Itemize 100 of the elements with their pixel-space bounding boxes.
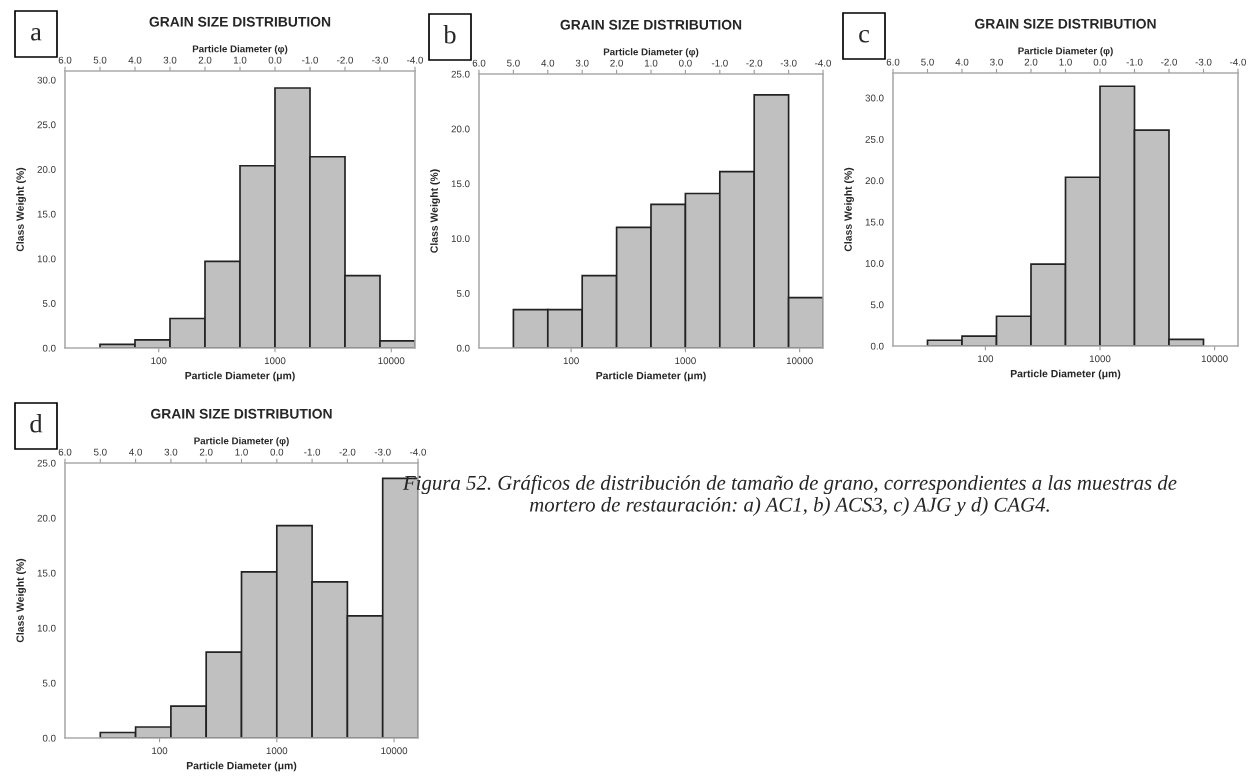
x2-tick-label: -2.0 — [337, 56, 353, 64]
x2-tick-label: 0.0 — [679, 59, 692, 67]
x2-tick-label: -2.0 — [339, 448, 356, 456]
x2-tick-label: 3.0 — [575, 59, 589, 67]
text: a — [31, 27, 42, 41]
x2-tick-label: -1.0 — [304, 448, 321, 456]
chart-title: GRAIN SIZE DISTRIBUTION — [151, 408, 332, 419]
x-axis-title: Particle Diameter (μm) — [1010, 369, 1121, 380]
x2-tick-label: -3.0 — [1195, 58, 1212, 66]
x-tick-label: 1000 — [264, 357, 286, 365]
y-tick-label: 30.0 — [865, 94, 884, 102]
x2-tick-label: 2.0 — [610, 59, 623, 67]
y-tick-label: 20.0 — [865, 177, 884, 185]
x2-tick-label: 2.0 — [198, 56, 212, 64]
y-tick-label: 30.0 — [37, 76, 56, 84]
chart-title: GRAIN SIZE DISTRIBUTION — [975, 18, 1156, 29]
y-axis-title: Class Weight (%) — [16, 167, 26, 252]
x-axis-title: Particle Diameter (μm) — [185, 371, 295, 382]
x2-tick-label: 5.0 — [507, 59, 520, 67]
chart-title: GRAIN SIZE DISTRIBUTION — [560, 19, 742, 30]
x-tick-label: 1000 — [1089, 355, 1111, 363]
y-tick-label: 25.0 — [451, 70, 470, 78]
text: c — [859, 29, 870, 43]
y-tick-label: 15.0 — [37, 210, 56, 218]
x-tick-label: 10000 — [381, 747, 408, 755]
y-tick-label: 0.0 — [42, 734, 56, 742]
x2-tick-label: 0.0 — [268, 56, 282, 64]
x-tick-label: 10000 — [378, 357, 405, 365]
y-tick-label: 15.0 — [451, 180, 470, 188]
x-axis-title: Particle Diameter (μm) — [596, 371, 706, 382]
y-tick-label: 15.0 — [37, 569, 56, 577]
annotation: Figura 52. Gráficos de distribución de tamaño de grano, correspondientes a las muestras de mortero de restauración: a) AC1, b) ACS3, c) AJG y d) CAG4. — [402, 475, 1177, 516]
x2-tick-label: 3.0 — [163, 56, 177, 64]
x2-tick-label: -3.0 — [374, 448, 391, 456]
x2-tick-label: 3.0 — [990, 58, 1003, 66]
x2-tick-label: 5.0 — [93, 448, 107, 456]
y-axis-title: Class Weight (%) — [844, 167, 854, 252]
y-axis-title: Class Weight (%) — [430, 169, 440, 253]
x2-tick-label: 0.0 — [270, 448, 284, 456]
y-tick-label: 25.0 — [37, 459, 56, 467]
x2-tick-label: 6.0 — [472, 59, 486, 67]
x2-tick-label: 6.0 — [58, 56, 72, 64]
y-tick-label: 10.0 — [451, 235, 470, 243]
x2-tick-label: -4.0 — [815, 59, 831, 67]
y-tick-label: 20.0 — [37, 514, 56, 522]
x2-tick-label: 5.0 — [921, 58, 934, 66]
x2-tick-label: 4.0 — [955, 58, 969, 66]
x2-tick-label: -2.0 — [1161, 58, 1177, 66]
x-tick-label: 100 — [978, 355, 994, 363]
x2-axis-title: Particle Diameter (φ) — [1018, 47, 1113, 57]
y-tick-label: 5.0 — [42, 679, 56, 687]
x2-tick-label: 1.0 — [1059, 58, 1072, 66]
x2-tick-label: 0.0 — [1093, 58, 1107, 66]
y-tick-label: 10.0 — [37, 255, 56, 263]
x2-tick-label: -1.0 — [302, 56, 318, 64]
x-tick-label: 1000 — [266, 747, 288, 755]
x2-tick-label: 4.0 — [129, 448, 142, 456]
text: d — [30, 414, 43, 433]
x2-tick-label: 4.0 — [541, 59, 555, 67]
y-axis-title: Class Weight (%) — [16, 558, 26, 643]
y-tick-label: 0.0 — [42, 344, 56, 352]
x2-tick-label: -3.0 — [372, 56, 388, 64]
y-tick-label: 10.0 — [865, 260, 884, 267]
x-tick-label: 10000 — [1201, 355, 1228, 363]
x2-tick-label: -2.0 — [746, 59, 763, 67]
x2-tick-label: 2.0 — [199, 448, 213, 456]
text: b — [443, 25, 456, 44]
x2-axis-title: Particle Diameter (φ) — [192, 45, 288, 55]
x-tick-label: 100 — [152, 747, 168, 755]
x-tick-label: 100 — [563, 357, 579, 365]
x2-tick-label: -3.0 — [780, 59, 797, 67]
x2-tick-label: -4.0 — [407, 56, 423, 64]
x2-tick-label: 4.0 — [128, 56, 142, 64]
y-tick-label: 0.0 — [456, 344, 470, 352]
x-tick-label: 1000 — [675, 357, 696, 365]
y-tick-label: 5.0 — [42, 300, 56, 307]
y-tick-label: 25.0 — [37, 121, 56, 129]
x-tick-label: 10000 — [786, 357, 813, 365]
x2-axis-title: Particle Diameter (φ) — [194, 437, 289, 447]
y-tick-label: 5.0 — [456, 289, 470, 297]
x-axis-title: Particle Diameter (μm) — [186, 761, 297, 772]
x2-tick-label: 1.0 — [233, 56, 247, 64]
y-tick-label: 15.0 — [865, 218, 884, 226]
x-tick-label: 100 — [151, 357, 167, 365]
x2-tick-label: 1.0 — [644, 59, 658, 67]
y-tick-label: 10.0 — [37, 624, 56, 632]
y-tick-label: 20.0 — [37, 166, 56, 173]
x2-axis-title: Particle Diameter (φ) — [603, 48, 699, 58]
y-tick-label: 20.0 — [451, 125, 470, 133]
x2-tick-label: 6.0 — [58, 448, 72, 456]
chart-title: GRAIN SIZE DISTRIBUTION — [149, 16, 331, 27]
x2-tick-label: 5.0 — [93, 56, 107, 64]
y-tick-label: 5.0 — [870, 301, 884, 309]
x2-tick-label: -4.0 — [1230, 58, 1246, 66]
x2-tick-label: 3.0 — [164, 448, 178, 456]
y-tick-label: 25.0 — [865, 135, 884, 143]
x2-tick-label: -1.0 — [1126, 58, 1143, 66]
x2-tick-label: 2.0 — [1024, 58, 1038, 66]
y-tick-label: 0.0 — [870, 342, 884, 350]
x2-tick-label: 6.0 — [886, 58, 900, 66]
